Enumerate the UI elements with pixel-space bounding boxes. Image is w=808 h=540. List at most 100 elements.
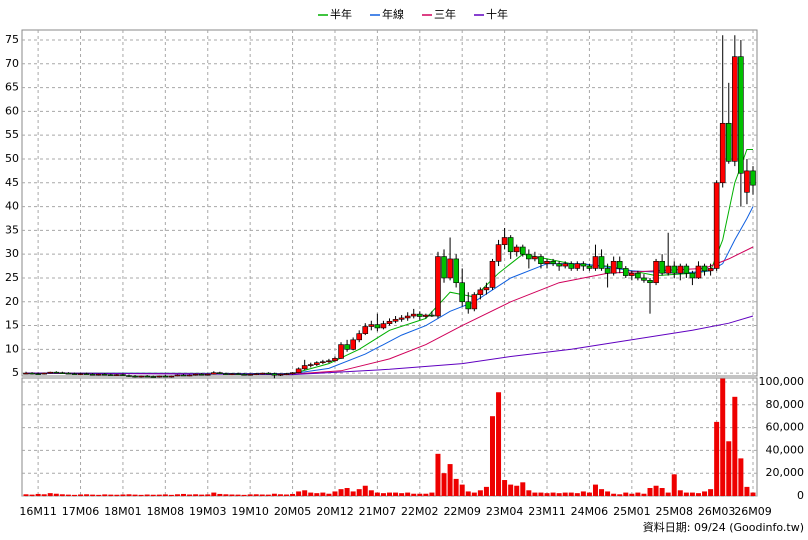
volume-bar [71,494,77,496]
volume-bar [586,492,592,496]
candle-body [204,373,211,376]
x-tick-label: 20M12 [316,505,354,518]
volume-bar [629,493,635,496]
candle-body [71,373,78,375]
candle-body [404,315,411,319]
legend-label: 十年 [486,7,508,21]
volume-bar [702,491,708,496]
candle-body [538,256,544,264]
y2-tick-label: 40,000 [766,443,805,456]
candle-body [598,256,605,269]
candle-body [138,375,144,378]
candle-body [477,289,484,295]
y-tick-label: 65 [5,81,19,94]
candle-body [695,265,702,279]
volume-bar [205,494,211,496]
volume-bar [726,441,732,496]
volume-bar [738,458,744,496]
volume-bar [714,421,720,496]
x-tick-label: 24M06 [571,505,609,518]
candle-body [550,261,556,264]
x-tick-label: 22M09 [443,505,481,518]
candle-body [41,372,47,375]
volume-bar [290,493,296,496]
candle-body [65,372,72,375]
candle-body [622,268,629,276]
candle-body [186,374,193,377]
volume-bar [284,494,290,496]
volume-bar [508,484,514,496]
volume-bar [393,492,399,496]
y-tick-label: 45 [5,176,19,189]
candle-body [283,373,290,375]
candle-body [526,253,532,260]
volume-bar [744,486,750,496]
candle-body [59,372,66,374]
candle-body [259,372,266,375]
volume-bar [320,492,326,496]
candle-body [101,373,108,376]
volume-bar [677,490,683,496]
candle-body [398,317,405,320]
volume-bar [647,488,653,496]
candle-body [556,263,562,267]
volume-bar [459,484,465,496]
candle-body [338,344,344,359]
candle-body [659,261,665,274]
volume-bar [617,494,623,496]
candle-body [435,256,441,317]
x-tick-label: 16M11 [19,505,57,518]
volume-bar [356,489,362,496]
candle-body [192,373,199,376]
volume-bar [671,474,677,496]
candle-body [320,361,326,364]
x-tick-label: 26M09 [734,505,772,518]
footer: 資料日期: 09/24 (Goodinfo.tw) [643,520,804,534]
x-tick-label: 25M01 [613,505,651,518]
candle-body [23,372,29,375]
volume-bar [271,493,277,496]
volume-bar [114,494,120,496]
candle-body [156,375,163,378]
candle-body [725,122,732,162]
volume-bar [417,493,423,496]
volume-bar [29,494,35,496]
volume-bar [550,492,556,496]
candle-body [374,324,381,329]
candle-body [144,375,150,378]
candle-body [562,263,568,267]
volume-bar [217,493,223,496]
y-tick-label: 30 [5,247,19,260]
y2-tick-label: 20,000 [766,466,805,479]
candle-body [604,268,611,274]
volume-bar [387,492,392,496]
volume-bar [399,493,405,496]
candle-body [423,314,429,317]
y2-tick-label: 80,000 [766,398,805,411]
volume-bar [683,492,689,496]
volume-bar [532,492,538,496]
volume-bar [102,494,108,496]
candle-body [174,374,181,377]
candle-body [580,263,587,267]
volume-bar [168,494,174,496]
volume-bar [162,494,168,496]
volume-bar [477,490,483,496]
volume-bar [344,488,350,496]
volume-bar [187,494,193,496]
volume-bar [41,494,47,496]
candle-body [247,373,253,376]
y2-tick-label: 0 [797,489,804,502]
candle-body [744,170,750,193]
candle-body [459,282,466,303]
volume-bar [496,392,502,496]
y-tick-label: 5 [12,366,19,379]
candle-body [453,258,459,284]
candle-body [592,256,599,269]
y2-tick-label: 100,000 [759,375,805,388]
price-pane [21,29,758,377]
volume-bar [623,492,629,496]
volume-bar [465,491,471,496]
volume-bar [502,480,508,496]
candle-body [223,373,229,375]
